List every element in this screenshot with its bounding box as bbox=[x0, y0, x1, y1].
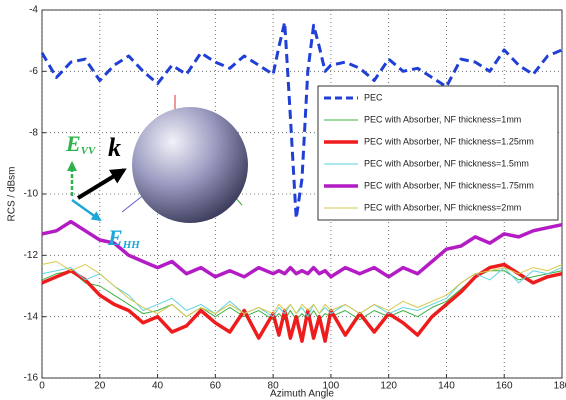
legend-label: PEC with Absorber, NF thickness=1mm bbox=[364, 114, 521, 124]
annotation-text: k bbox=[108, 133, 121, 162]
legend-label: PEC with Absorber, NF thickness=1.25mm bbox=[364, 136, 534, 146]
y-tick-label: -4 bbox=[29, 5, 38, 16]
y-tick-label: -10 bbox=[24, 189, 39, 200]
annotation-text: E bbox=[65, 131, 81, 156]
y-tick-label: -14 bbox=[24, 311, 39, 322]
sphere bbox=[132, 107, 248, 223]
x-tick-label: 140 bbox=[438, 381, 455, 392]
legend-box bbox=[318, 86, 558, 220]
legend-label: PEC with Absorber, NF thickness=1.75mm bbox=[364, 180, 534, 190]
y-axis-label: RCS / dBsm bbox=[7, 166, 18, 221]
y-tick-label: -12 bbox=[24, 250, 39, 261]
y-tick-label: -8 bbox=[29, 127, 38, 138]
x-tick-label: 120 bbox=[380, 381, 397, 392]
y-tick-label: -6 bbox=[29, 66, 38, 77]
x-axis-label: Azimuth Angle bbox=[270, 389, 334, 400]
annotation-text: E bbox=[107, 225, 123, 250]
legend-label: PEC bbox=[364, 92, 383, 102]
x-tick-label: 160 bbox=[496, 381, 513, 392]
legend-label: PEC with Absorber, NF thickness=2mm bbox=[364, 202, 521, 212]
x-tick-label: 60 bbox=[210, 381, 222, 392]
x-tick-label: 180 bbox=[554, 381, 566, 392]
x-tick-label: 0 bbox=[39, 381, 45, 392]
annotation: k bbox=[108, 133, 121, 162]
y-tick-label: -16 bbox=[24, 373, 39, 384]
legend-label: PEC with Absorber, NF thickness=1.5mm bbox=[364, 158, 529, 168]
annotation-subscript: HH bbox=[122, 239, 141, 251]
annotation-subscript: VV bbox=[81, 145, 97, 157]
x-tick-label: 20 bbox=[94, 381, 106, 392]
x-tick-label: 40 bbox=[152, 381, 164, 392]
chart: EVVkEHH PECPEC with Absorber, NF thickne… bbox=[0, 0, 566, 400]
